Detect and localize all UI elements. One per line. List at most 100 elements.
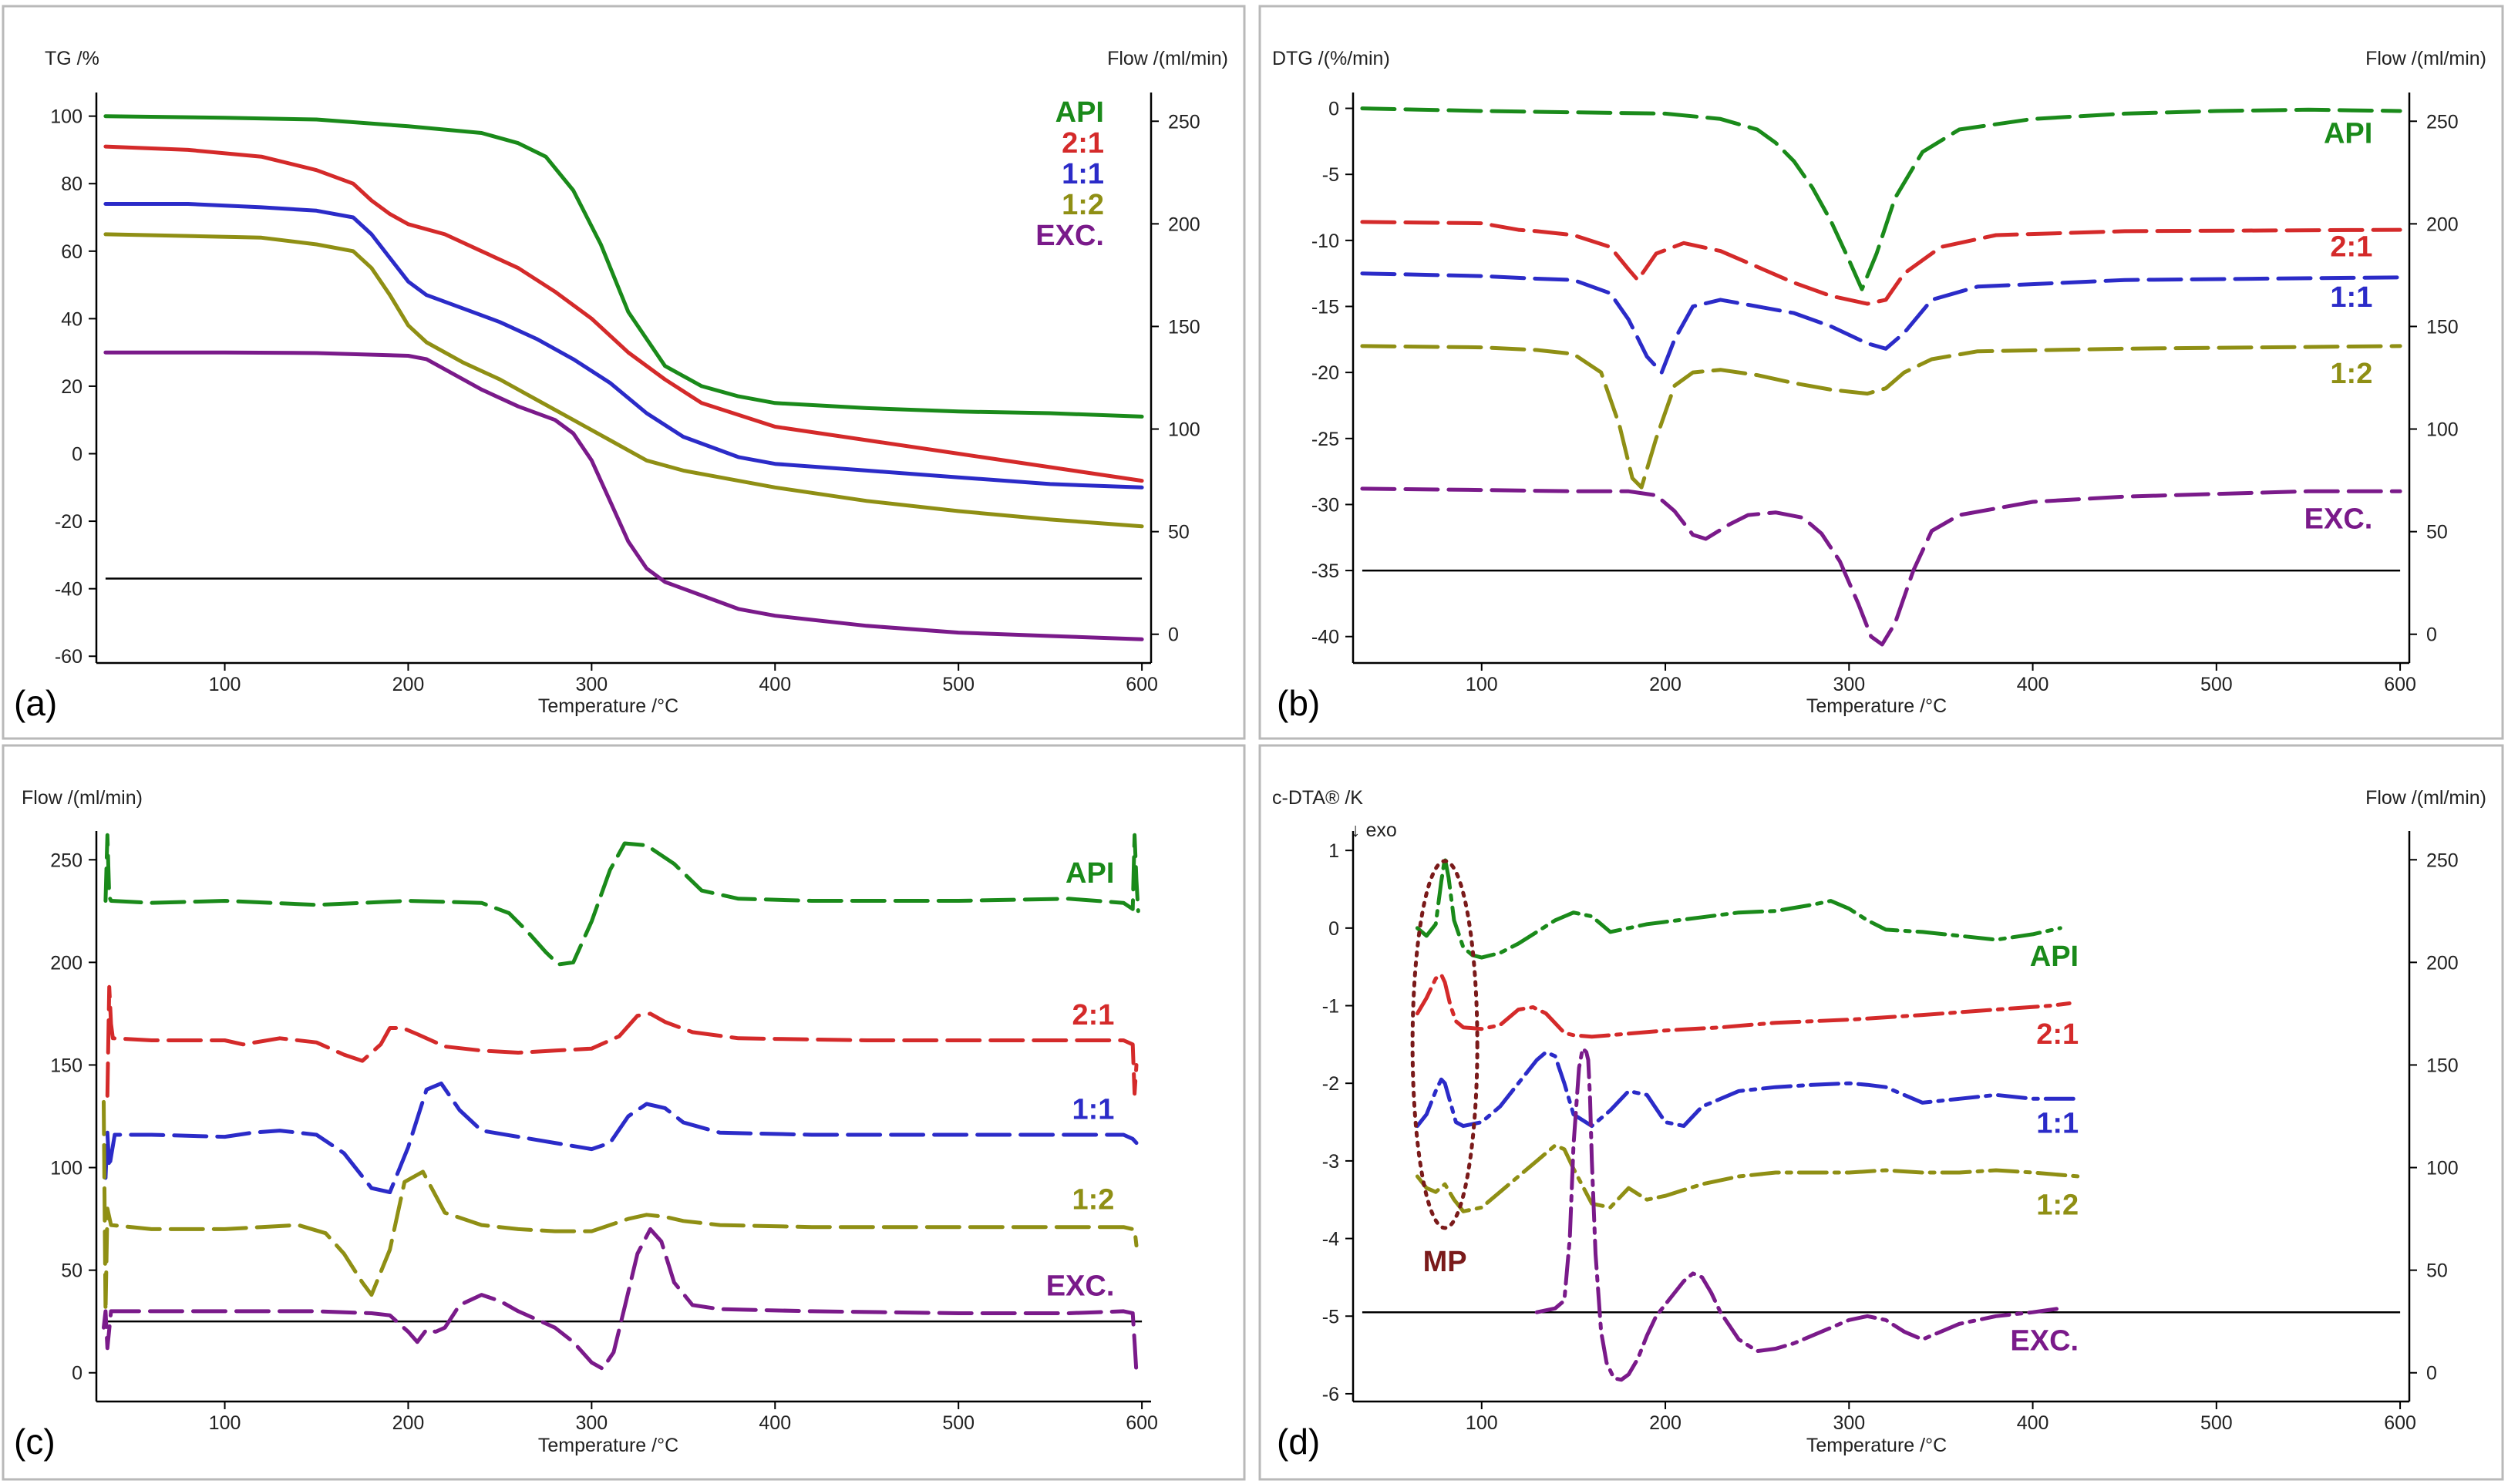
panel-a-series-EXC-line bbox=[103, 350, 1144, 641]
panel-c-series-21-line bbox=[105, 984, 1139, 1098]
panel-c-x-tick-label: 100 bbox=[209, 1412, 241, 1434]
panel-d-right-axis-label: Flow /(ml/min) bbox=[2365, 787, 2486, 809]
panel-b-right-axis-label: Flow /(ml/min) bbox=[2365, 48, 2486, 69]
panel-c-y-tick-label: 250 bbox=[50, 850, 82, 871]
panel-a-legend-21: 2:1 bbox=[1062, 127, 1104, 160]
panel-b-y-tick-label: -15 bbox=[1311, 297, 1339, 318]
panel-b-frame bbox=[1258, 5, 2504, 740]
panel-d-mp-label: MP bbox=[1423, 1246, 1467, 1278]
panel-d-label-API: API bbox=[2030, 941, 2079, 973]
panel-c-plot: 100 200 300 400 500 600 0 50 100 150 200 250 API 2:1 1… bbox=[50, 831, 1158, 1434]
panel-d-y-tick-label: -4 bbox=[1322, 1229, 1339, 1250]
panel-a-series-21-line bbox=[103, 144, 1144, 483]
panel-b-series-21-line bbox=[1360, 220, 2402, 306]
panel-d-right-tick-label: 0 bbox=[2426, 1363, 2437, 1385]
panel-c-label-12: 1:2 bbox=[1072, 1183, 1114, 1216]
panel-c-label-EXC: EXC. bbox=[1046, 1270, 1115, 1302]
panel-b-right-tick-label: 50 bbox=[2426, 522, 2448, 543]
panel-d-right-tick-label: 150 bbox=[2426, 1055, 2459, 1076]
panel-c-series-12-line bbox=[102, 1099, 1139, 1314]
panel-d-series-11-line bbox=[1415, 1050, 2081, 1129]
panel-a-right-tick-label: 50 bbox=[1168, 522, 1190, 543]
panel-c-x-tick-label: 200 bbox=[392, 1412, 425, 1434]
panel-a-series-11-line bbox=[103, 202, 1144, 490]
panel-d-label-EXC: EXC. bbox=[2010, 1324, 2079, 1357]
panel-d-label-11: 1:1 bbox=[2036, 1108, 2079, 1140]
panel-b-x-tick-label: 200 bbox=[1649, 674, 1682, 695]
panel-d-right-tick-label: 100 bbox=[2426, 1158, 2459, 1179]
panel-d-right-tick-label: 50 bbox=[2426, 1260, 2448, 1282]
panel-b-label-API: API bbox=[2324, 117, 2372, 150]
panel-a-x-tick-label: 100 bbox=[209, 674, 241, 695]
panel-c-left-axis-label: Flow /(ml/min) bbox=[22, 787, 143, 809]
panel-b-label-21: 2:1 bbox=[2330, 231, 2372, 264]
panel-b-y-tick-label: -20 bbox=[1311, 362, 1339, 384]
panel-a-right-tick-label: 150 bbox=[1168, 316, 1200, 338]
panel-b-dtg: DTG /(%/min) Flow /(ml/min) Temperature … bbox=[1258, 5, 2504, 740]
panel-a-legend-12: 1:2 bbox=[1062, 189, 1104, 221]
panel-a-frame bbox=[2, 5, 1246, 740]
panel-d-x-tick-label: 200 bbox=[1649, 1412, 1682, 1434]
panel-b-right-tick-label: 0 bbox=[2426, 624, 2437, 646]
panel-a-y-tick-label: 60 bbox=[61, 241, 82, 263]
panel-b-y-tick-label: -10 bbox=[1311, 231, 1339, 252]
panel-a-x-tick-label: 400 bbox=[759, 674, 791, 695]
panel-a-x-tick-label: 500 bbox=[942, 674, 975, 695]
panel-a-y-tick-label: -60 bbox=[55, 646, 82, 668]
panel-b-right-tick-label: 150 bbox=[2426, 316, 2459, 338]
panel-b-x-tick-label: 400 bbox=[2017, 674, 2049, 695]
panel-a-x-tick-label: 200 bbox=[392, 674, 425, 695]
panel-d-left-axis-label: c-DTA® /K bbox=[1272, 787, 1363, 809]
panel-c-label: (c) bbox=[14, 1422, 56, 1462]
panel-a-label: (a) bbox=[14, 683, 57, 723]
panel-a-y-tick-label: -40 bbox=[55, 579, 82, 601]
panel-d-x-axis-label: Temperature /°C bbox=[1806, 1435, 1947, 1456]
panel-d-x-tick-label: 300 bbox=[1833, 1412, 1865, 1434]
panel-c-y-tick-label: 100 bbox=[50, 1158, 82, 1179]
panel-c-label-API: API bbox=[1065, 857, 1114, 890]
panel-a-plot: 100 200 300 400 500 600 -60 -40 -20 0 20 40 60 80 100 0… bbox=[50, 93, 1200, 695]
panel-a-right-axis-label: Flow /(ml/min) bbox=[1107, 48, 1228, 69]
panel-a-x-tick-label: 300 bbox=[576, 674, 608, 695]
panel-d-x-tick-label: 600 bbox=[2384, 1412, 2416, 1434]
panel-d-series-21-line bbox=[1415, 972, 2072, 1039]
panel-d-y-tick-label: -2 bbox=[1322, 1073, 1339, 1095]
panel-a-y-tick-label: 40 bbox=[61, 308, 82, 330]
panel-b-series-11-line bbox=[1360, 271, 2402, 375]
panel-d-x-tick-label: 500 bbox=[2200, 1412, 2233, 1434]
panel-c-x-tick-label: 600 bbox=[1126, 1412, 1158, 1434]
panel-a-x-tick-label: 600 bbox=[1126, 674, 1158, 695]
panel-a-y-tick-label: 100 bbox=[50, 106, 82, 128]
panel-d-right-tick-label: 250 bbox=[2426, 850, 2459, 871]
panel-a-legend-API: API bbox=[1055, 96, 1104, 129]
panel-c-y-tick-label: 200 bbox=[50, 952, 82, 974]
panel-a-series-API-line bbox=[103, 114, 1144, 419]
panel-b-right-tick-label: 100 bbox=[2426, 419, 2459, 441]
panel-b-y-tick-label: -5 bbox=[1322, 164, 1339, 186]
panel-a-tg: TG /% Flow /(ml/min) Temperature /°C (a)… bbox=[2, 5, 1246, 740]
panel-b-x-tick-label: 100 bbox=[1466, 674, 1498, 695]
panel-a-y-tick-label: 80 bbox=[61, 173, 82, 195]
panel-d-y-tick-label: 1 bbox=[1328, 840, 1339, 862]
panel-d-label-21: 2:1 bbox=[2036, 1018, 2079, 1051]
panel-b-y-tick-label: 0 bbox=[1328, 99, 1339, 120]
panel-b-x-tick-label: 300 bbox=[1833, 674, 1865, 695]
panel-d-y-tick-label: -5 bbox=[1322, 1306, 1339, 1328]
panel-c-frame bbox=[2, 744, 1246, 1481]
panel-d-series-API-line bbox=[1415, 856, 2062, 960]
panel-a-right-tick-label: 100 bbox=[1168, 419, 1200, 441]
panel-c-series-API-line bbox=[103, 833, 1140, 967]
panel-c-y-tick-label: 150 bbox=[50, 1055, 82, 1076]
panel-d-frame bbox=[1258, 744, 2504, 1481]
panel-d-y-tick-label: 0 bbox=[1328, 918, 1339, 940]
panel-d-label: (d) bbox=[1277, 1422, 1320, 1462]
panel-b-x-axis-label: Temperature /°C bbox=[1806, 695, 1947, 717]
panel-d-y-tick-label: -6 bbox=[1322, 1384, 1339, 1405]
panel-d-mp-ellipse bbox=[1410, 859, 1480, 1230]
panel-a-right-tick-label: 200 bbox=[1168, 214, 1200, 235]
panel-d-y-tick-label: -1 bbox=[1322, 996, 1339, 1018]
panel-c-flow: Flow /(ml/min) Temperature /°C (c) 100 20… bbox=[2, 744, 1246, 1481]
panel-c-label-21: 2:1 bbox=[1072, 999, 1114, 1031]
panel-b-y-tick-label: -35 bbox=[1311, 560, 1339, 582]
